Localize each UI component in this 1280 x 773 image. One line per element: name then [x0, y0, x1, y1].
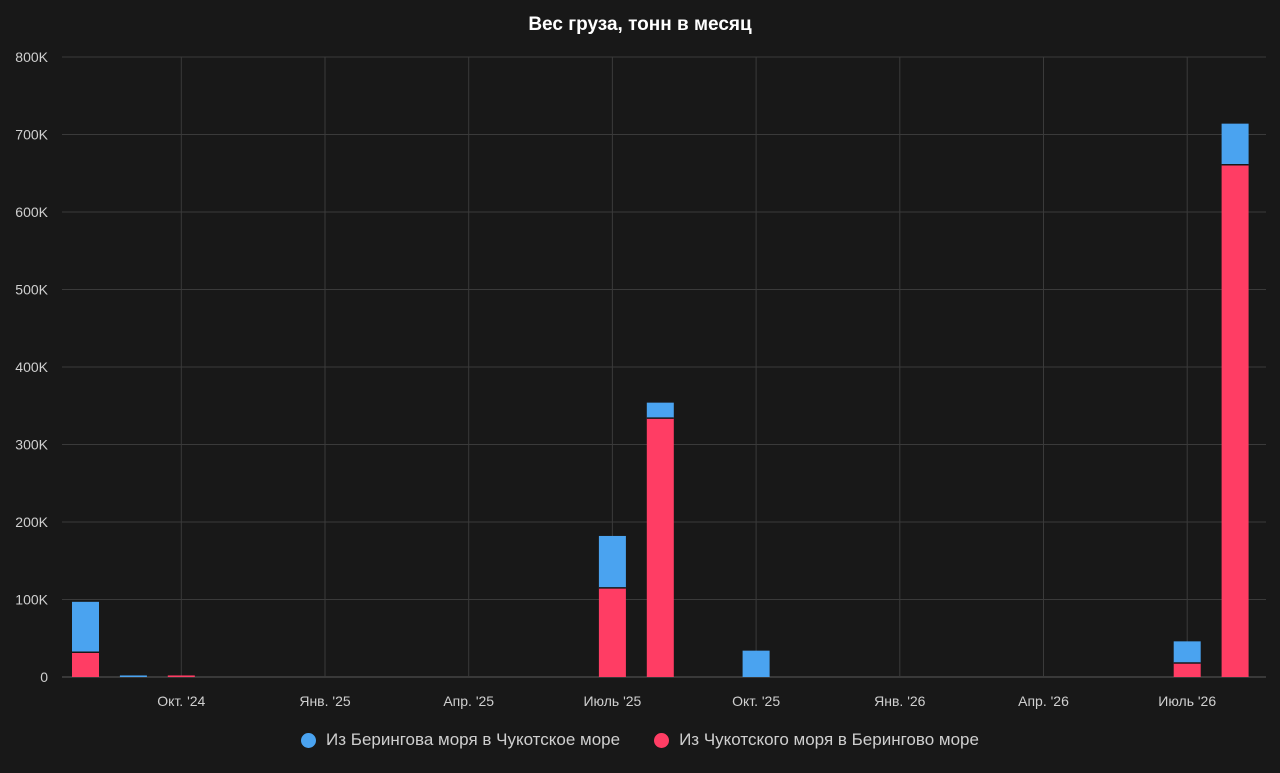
bar-segment-bering-to-chukchi[interactable] — [742, 650, 770, 677]
bar-segment-bering-to-chukchi[interactable] — [1173, 641, 1201, 664]
legend-item-bering-to-chukchi[interactable]: Из Берингова моря в Чукотское море — [301, 730, 620, 750]
y-tick-label: 400K — [15, 359, 48, 375]
x-tick-label: Янв. '26 — [874, 693, 926, 709]
chart-title: Вес груза, тонн в месяц — [528, 14, 752, 35]
x-tick-label: Окт. '25 — [732, 693, 780, 709]
bar-segment-bering-to-chukchi[interactable] — [72, 601, 99, 653]
bar-segment-chukchi-to-bering[interactable] — [646, 418, 674, 677]
y-tick-label: 300K — [15, 437, 48, 453]
y-tick-label: 600K — [15, 204, 48, 220]
legend-dot-red — [654, 732, 670, 748]
bar-segment-chukchi-to-bering[interactable] — [167, 675, 195, 677]
x-tick-label: Апр. '26 — [1018, 693, 1069, 709]
bar-segment-chukchi-to-bering[interactable] — [598, 587, 626, 677]
y-tick-label: 100K — [15, 592, 48, 608]
legend: Из Берингова моря в Чукотское море Из Чу… — [0, 730, 1280, 750]
x-tick-label: Апр. '25 — [443, 693, 494, 709]
legend-item-chukchi-to-bering[interactable]: Из Чукотского моря в Берингово море — [654, 730, 979, 750]
y-tick-label: 0 — [40, 669, 48, 685]
bar-segment-chukchi-to-bering[interactable] — [72, 652, 99, 677]
x-tick-label: Окт. '24 — [157, 693, 205, 709]
bar-segment-bering-to-chukchi[interactable] — [598, 535, 626, 588]
legend-label: Из Берингова моря в Чукотское море — [326, 730, 621, 749]
y-tick-label: 500K — [15, 282, 48, 298]
legend-dot-blue — [301, 732, 317, 748]
bar-segment-chukchi-to-bering[interactable] — [1173, 663, 1201, 677]
bar-segment-bering-to-chukchi[interactable] — [119, 675, 147, 677]
bar-segment-bering-to-chukchi[interactable] — [1221, 123, 1249, 165]
y-tick-label: 700K — [15, 127, 48, 143]
x-tick-label: Янв. '25 — [299, 693, 351, 709]
y-tick-label: 200K — [15, 514, 48, 530]
y-tick-label: 800K — [15, 49, 48, 65]
x-tick-label: Июль '25 — [583, 693, 641, 709]
legend-label: Из Чукотского моря в Берингово море — [679, 730, 979, 749]
bar-segment-chukchi-to-bering[interactable] — [1221, 164, 1249, 678]
bar-segment-bering-to-chukchi[interactable] — [646, 402, 674, 419]
x-tick-label: Июль '26 — [1158, 693, 1216, 709]
